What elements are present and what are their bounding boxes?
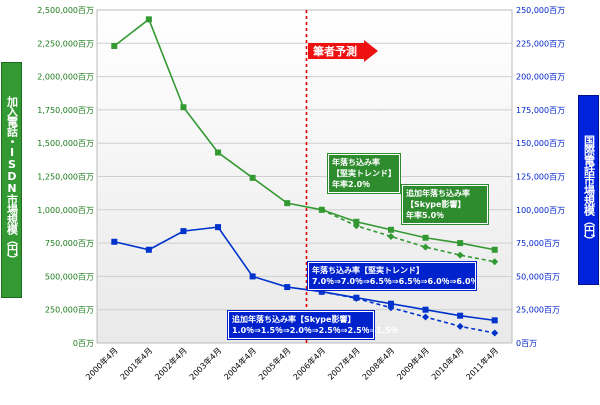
data-point [457, 240, 464, 247]
annotation-blue-skype: 追加年落ち込み率【Skype影響】 1.0％⇒1.5％⇒2.0％⇒2.5％⇒2.… [227, 310, 399, 340]
data-point [180, 104, 187, 111]
x-tick-label: 2006年4月 [291, 345, 327, 381]
data-point [456, 251, 464, 259]
data-point [457, 312, 464, 319]
right-tick-label: 225,000百万 [516, 39, 565, 48]
annotation-line: 7.0％⇒7.0％⇒6.5％⇒6.5％⇒6.0％⇒6.0％ [312, 277, 479, 286]
data-point [215, 149, 222, 156]
right-tick-label: 150,000百万 [516, 139, 565, 148]
annotation-line: 【Skype影響】 [406, 200, 466, 209]
annotation-line: 1.0％⇒1.5％⇒2.0％⇒2.5％⇒2.5％⇒1.5％ [232, 326, 399, 335]
data-point [422, 243, 430, 251]
data-point [352, 294, 360, 302]
data-point [353, 218, 360, 225]
series-line [321, 290, 495, 334]
left-tick-label: 2,000,000百万 [37, 73, 94, 82]
right-tick-label: 0百万 [516, 339, 537, 348]
data-point [491, 258, 499, 266]
right-tick-label: 25,000百万 [516, 306, 560, 315]
forecast-arrow-label: 筆者予測 [308, 40, 378, 62]
series-line [114, 226, 495, 322]
data-point [249, 273, 256, 280]
left-tick-label: 1,250,000百万 [37, 173, 94, 182]
left-axis-title: 加入電話・ISDN市場規模（円） [1, 62, 22, 298]
left-tick-label: 750,000百万 [45, 239, 94, 248]
data-point [249, 174, 256, 181]
right-tick-label: 125,000百万 [516, 173, 565, 182]
left-tick-label: 2,500,000百万 [37, 6, 94, 15]
data-point [180, 228, 187, 235]
data-point [491, 317, 498, 324]
left-axis-ticks: 0百万 250,000百万 500,000百万 750,000百万 1,000,000百… [37, 6, 94, 348]
left-tick-label: 2,250,000百万 [37, 39, 94, 48]
data-point [387, 226, 394, 233]
x-axis-ticks: 2000年4月2001年4月2002年4月2003年4月2004年4月2005年… [83, 345, 500, 381]
data-point [284, 284, 291, 291]
x-tick-label: 2009年4月 [395, 345, 431, 381]
x-tick-label: 2004年4月 [222, 345, 258, 381]
x-tick-label: 2002年4月 [152, 345, 188, 381]
data-point [422, 234, 429, 241]
data-point [111, 238, 118, 245]
left-tick-label: 500,000百万 [45, 272, 94, 281]
right-axis-title: 国際電話市場規模（円） [578, 95, 599, 285]
data-point [318, 206, 326, 214]
x-tick-label: 2000年4月 [83, 345, 119, 381]
annotation-line: 【堅実トレンド】 [332, 169, 396, 178]
data-point [145, 246, 152, 253]
right-tick-label: 175,000百万 [516, 106, 565, 115]
data-point [422, 306, 429, 313]
data-point [387, 232, 395, 240]
annotation-line: 年落ち込み率 [332, 158, 380, 167]
x-tick-label: 2008年4月 [360, 345, 396, 381]
series-line [113, 18, 495, 251]
series-line [321, 209, 495, 263]
data-point [491, 329, 499, 337]
x-tick-label: 2001年4月 [118, 345, 154, 381]
data-point [215, 224, 222, 231]
right-axis-ticks: 0百万 25,000百万 50,000百万 75,000百万 100,000百万 125,… [516, 6, 565, 348]
data-point [387, 304, 395, 312]
x-tick-label: 2007年4月 [325, 345, 361, 381]
annotation-line: 追加年落ち込み率 [406, 189, 470, 198]
data-point [352, 222, 360, 230]
x-tick-label: 2011年4月 [464, 345, 500, 381]
data-point [422, 313, 430, 321]
left-tick-label: 250,000百万 [45, 306, 94, 315]
annotation-line: 年率5.0％ [406, 211, 445, 220]
right-tick-label: 250,000百万 [516, 6, 565, 15]
x-tick-label: 2003年4月 [187, 345, 223, 381]
right-tick-label: 50,000百万 [516, 272, 560, 281]
data-point [456, 322, 464, 330]
data-point [111, 42, 118, 49]
right-tick-label: 75,000百万 [516, 239, 560, 248]
gridlines [97, 42, 512, 311]
annotation-green-trend: 年落ち込み率 【堅実トレンド】 年率2.0％ [327, 153, 401, 194]
right-tick-label: 100,000百万 [516, 206, 565, 215]
annotation-line: 年落ち込み率【堅実トレンド】 [312, 266, 424, 275]
left-tick-label: 1,500,000百万 [37, 139, 94, 148]
x-tick-label: 2010年4月 [429, 345, 465, 381]
left-tick-label: 1,750,000百万 [37, 106, 94, 115]
left-tick-label: 0百万 [73, 339, 94, 348]
data-point [387, 300, 394, 307]
data-point [491, 246, 498, 253]
data-point [145, 16, 152, 23]
right-tick-label: 200,000百万 [516, 73, 565, 82]
data-point [284, 200, 291, 207]
forecast-label-text: 筆者予測 [313, 44, 357, 58]
annotation-green-skype: 追加年落ち込み率 【Skype影響】 年率5.0％ [401, 184, 489, 225]
annotation-line: 追加年落ち込み率【Skype影響】 [232, 315, 356, 324]
series-layer [111, 16, 499, 337]
x-tick-label: 2005年4月 [256, 345, 292, 381]
annotation-blue-trend: 年落ち込み率【堅実トレンド】 7.0％⇒7.0％⇒6.5％⇒6.5％⇒6.0％⇒… [307, 261, 479, 291]
annotation-line: 年率2.0％ [332, 180, 371, 189]
left-tick-label: 1,000,000百万 [37, 206, 94, 215]
